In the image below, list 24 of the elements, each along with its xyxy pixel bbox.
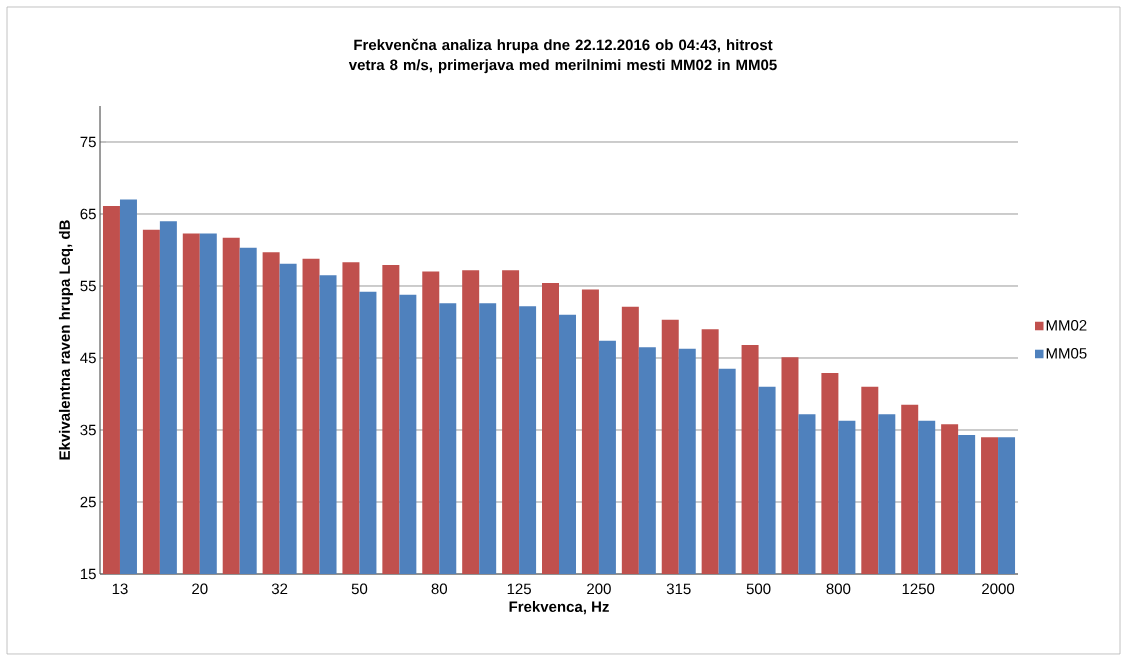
y-tick-label: 75 — [80, 136, 96, 148]
chart-title: Frekvenčna analiza hrupa dne 22.12.2016 ob 04:43, hitrost vetra 8 m/s, primerjava med merilnimi mesti MM02 in MM05 — [348, 38, 777, 74]
x-tick-label: 32 — [271, 583, 288, 595]
y-tick-label: 65 — [80, 208, 96, 220]
y-tick-label: 55 — [80, 280, 96, 292]
x-axis-title: Frekvenca, Hz — [509, 601, 609, 615]
x-tick-label: 800 — [826, 583, 851, 595]
y-tick-label: 15 — [80, 568, 96, 580]
x-tick-label: 500 — [746, 583, 771, 595]
y-axis-title: Ekvivalentna raven hrupa Leq, dB — [58, 220, 73, 460]
x-tick-label: 1250 — [902, 583, 935, 595]
legend-label: MM02 — [1046, 320, 1087, 331]
x-tick-label: 200 — [587, 583, 611, 595]
x-tick-label: 50 — [351, 583, 368, 595]
x-tick-label: 13 — [112, 583, 128, 595]
x-tick-label: 2000 — [982, 583, 1015, 595]
x-tick-label: 80 — [431, 583, 448, 595]
x-tick-label: 315 — [666, 583, 691, 595]
x-tick-label: 20 — [192, 583, 208, 595]
legend-label: MM05 — [1046, 347, 1087, 359]
x-tick-label: 125 — [507, 583, 531, 595]
y-tick-label: 45 — [80, 352, 96, 364]
y-tick-label: 35 — [80, 424, 96, 436]
y-tick-label: 25 — [80, 496, 96, 508]
